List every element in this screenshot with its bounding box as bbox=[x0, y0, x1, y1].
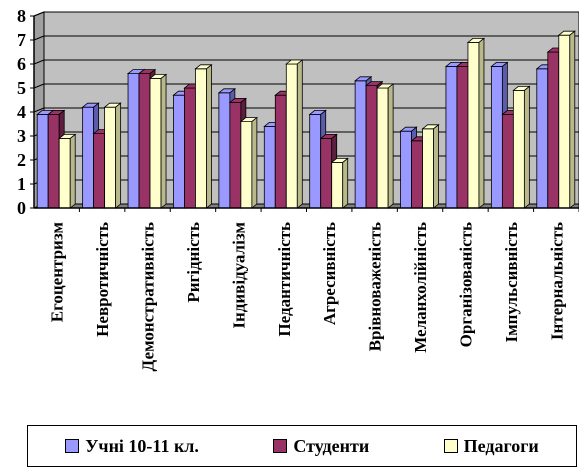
x-tick-label: Врівноваженість bbox=[366, 222, 385, 351]
bar bbox=[36, 114, 49, 209]
x-tick-label: Педантичність bbox=[275, 222, 294, 337]
x-tick-label: Меланхолійність bbox=[411, 222, 430, 353]
bar-side bbox=[206, 63, 212, 209]
bar bbox=[331, 161, 344, 209]
bar bbox=[104, 106, 117, 209]
bar-chart: 0 1 2 3 4 5 6 7 8 Егоцентризм Невротичність Демонс… bbox=[17, 6, 579, 372]
bar bbox=[445, 66, 458, 209]
x-tick-label: Невротичність bbox=[93, 222, 112, 337]
bar bbox=[536, 68, 549, 209]
bar bbox=[138, 73, 151, 209]
bar bbox=[422, 128, 434, 209]
bar bbox=[547, 51, 560, 209]
bar bbox=[467, 42, 480, 209]
bar bbox=[365, 85, 378, 209]
bar bbox=[127, 73, 140, 209]
bar bbox=[490, 66, 503, 209]
bar-side bbox=[69, 133, 76, 209]
y-tick-label: 6 bbox=[17, 54, 26, 74]
bar bbox=[149, 78, 162, 209]
bar bbox=[501, 114, 514, 209]
bar-side bbox=[160, 73, 167, 209]
bar bbox=[229, 102, 242, 209]
x-tick-label: Індивідуалізм bbox=[229, 222, 248, 329]
legend-swatch bbox=[273, 439, 288, 453]
y-tick-label: 4 bbox=[17, 102, 26, 122]
bar bbox=[354, 80, 367, 209]
y-tick-label: 2 bbox=[17, 150, 26, 170]
legend: Учні 10-11 кл. Студенти Педагоги bbox=[27, 425, 577, 467]
bar bbox=[456, 66, 469, 209]
bar-side bbox=[478, 37, 485, 209]
legend-item-series-3: Педагоги bbox=[443, 435, 539, 457]
x-tick-label: Організованість bbox=[456, 222, 475, 347]
bar-side bbox=[342, 157, 349, 209]
grid-line-depth bbox=[33, 11, 45, 17]
legend-swatch bbox=[65, 439, 80, 453]
x-tick-label: Егоцентризм bbox=[48, 222, 67, 323]
bar bbox=[58, 137, 71, 209]
bar bbox=[376, 87, 389, 209]
x-tick-label: Імпульсивність bbox=[502, 222, 521, 343]
bar bbox=[184, 87, 196, 209]
y-tick-label: 0 bbox=[17, 198, 26, 218]
bar bbox=[240, 121, 253, 209]
legend-label: Учні 10-11 кл. bbox=[85, 435, 199, 456]
grid-line-depth bbox=[33, 35, 45, 41]
y-tick-label: 3 bbox=[17, 126, 26, 146]
bar-side bbox=[115, 102, 122, 209]
y-tick-label: 7 bbox=[17, 30, 26, 50]
bar-side bbox=[251, 116, 258, 209]
bar bbox=[195, 68, 207, 209]
grid-line-depth bbox=[33, 83, 45, 89]
legend-item-series-2: Студенти bbox=[273, 436, 369, 457]
x-tick-label: Ригідність bbox=[184, 222, 203, 303]
bar-side bbox=[523, 85, 530, 209]
bar-side bbox=[296, 59, 303, 209]
bars bbox=[36, 30, 576, 209]
legend-label: Студенти bbox=[293, 435, 370, 456]
bar bbox=[93, 133, 106, 209]
bar bbox=[47, 114, 60, 209]
x-tick-labels: Егоцентризм Невротичність Демонстративніст… bbox=[48, 222, 567, 372]
grid-line-depth bbox=[33, 107, 45, 113]
bar bbox=[173, 94, 185, 209]
bar-side bbox=[433, 123, 439, 209]
y-tick-label: 1 bbox=[17, 174, 26, 194]
bar bbox=[512, 90, 525, 209]
bar bbox=[263, 126, 276, 209]
bar-side bbox=[569, 30, 576, 209]
legend-item-series-1: Учні 10-11 кл. bbox=[65, 436, 199, 457]
bar bbox=[558, 34, 571, 209]
bar bbox=[320, 137, 333, 209]
y-tick-label: 8 bbox=[17, 6, 26, 26]
axes bbox=[30, 15, 579, 212]
bar-side bbox=[387, 83, 394, 209]
bar bbox=[82, 106, 95, 209]
bar bbox=[309, 114, 322, 209]
bar bbox=[274, 94, 287, 209]
bar bbox=[400, 130, 412, 209]
x-tick-label: Інтернальність bbox=[547, 222, 566, 340]
grid-line-depth bbox=[33, 59, 45, 65]
bar bbox=[411, 140, 423, 209]
y-tick-labels: 0 1 2 3 4 5 6 7 8 bbox=[17, 6, 26, 218]
legend-swatch bbox=[443, 439, 458, 453]
legend-label: Педагоги bbox=[463, 435, 539, 456]
x-tick-label: Агресивність bbox=[320, 222, 339, 325]
bar bbox=[285, 63, 298, 209]
y-tick-label: 5 bbox=[17, 78, 26, 98]
bar bbox=[218, 92, 231, 209]
x-tick-label: Демонстративність bbox=[139, 222, 158, 371]
